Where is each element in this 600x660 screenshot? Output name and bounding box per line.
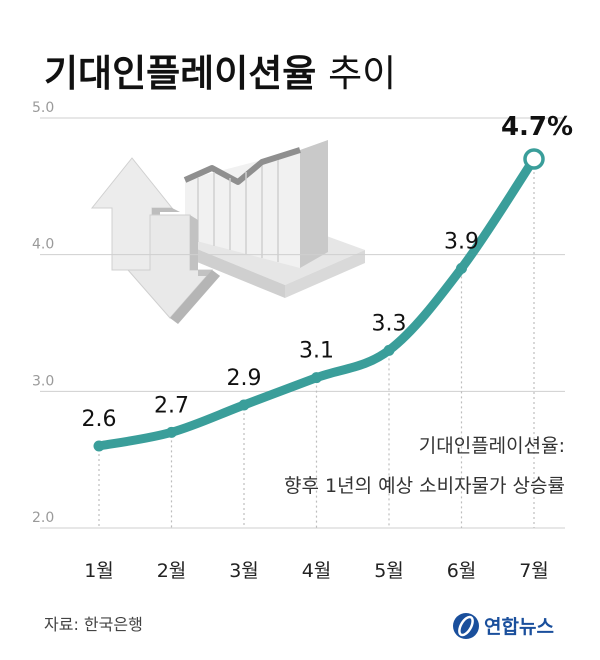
x-tick-label: 7월 [519,560,549,582]
x-tick-label: 6월 [447,560,477,582]
data-labels: 2.6 2.7 2.9 3.1 3.3 3.9 4.7% [82,112,574,432]
data-label: 3.1 [299,339,334,364]
data-points [93,148,545,452]
annotation-line-1: 기대인플레이션율: [419,435,565,457]
chart-title-bold: 기대인플레이션율 [44,52,316,95]
y-tick-label: 2.0 [32,510,54,526]
data-point [238,399,250,411]
data-point [456,262,467,274]
x-tick-label: 5월 [374,560,404,582]
annotation-line-2: 향후 1년의 예상 소비자물가 상승률 [284,475,565,497]
data-label: 2.7 [154,393,189,418]
decorative-arrows-illustration [90,140,365,324]
data-label: 2.6 [82,407,117,432]
chart-title: 기대인플레이션율 추이 [44,52,396,95]
chart-title-rest: 추이 [316,52,396,95]
data-label: 3.9 [444,229,479,254]
x-tick-label: 3월 [229,560,259,582]
y-tick-label: 5.0 [32,100,54,116]
y-tick-label: 3.0 [32,373,54,389]
x-tick-label: 4월 [302,560,332,582]
vertical-guides [98,167,535,528]
x-axis-ticks: 1월 2월 3월 4월 5월 6월 7월 [84,560,549,582]
data-point [311,372,322,384]
data-point [93,440,105,452]
source-text: 자료: 한국은행 [44,615,143,634]
data-point-last [523,148,545,170]
data-point [166,426,177,438]
y-axis-gridlines: 2.0 3.0 4.0 5.0 [32,100,565,529]
data-label: 3.3 [372,311,407,336]
yonhap-logo: 연합뉴스 [453,613,554,639]
data-label: 2.9 [227,366,262,391]
data-label: 4.7% [501,112,573,142]
y-tick-label: 4.0 [32,237,54,253]
logo-text: 연합뉴스 [484,616,554,638]
data-point [383,344,395,356]
x-tick-label: 1월 [84,560,114,582]
x-tick-label: 2월 [157,560,187,582]
